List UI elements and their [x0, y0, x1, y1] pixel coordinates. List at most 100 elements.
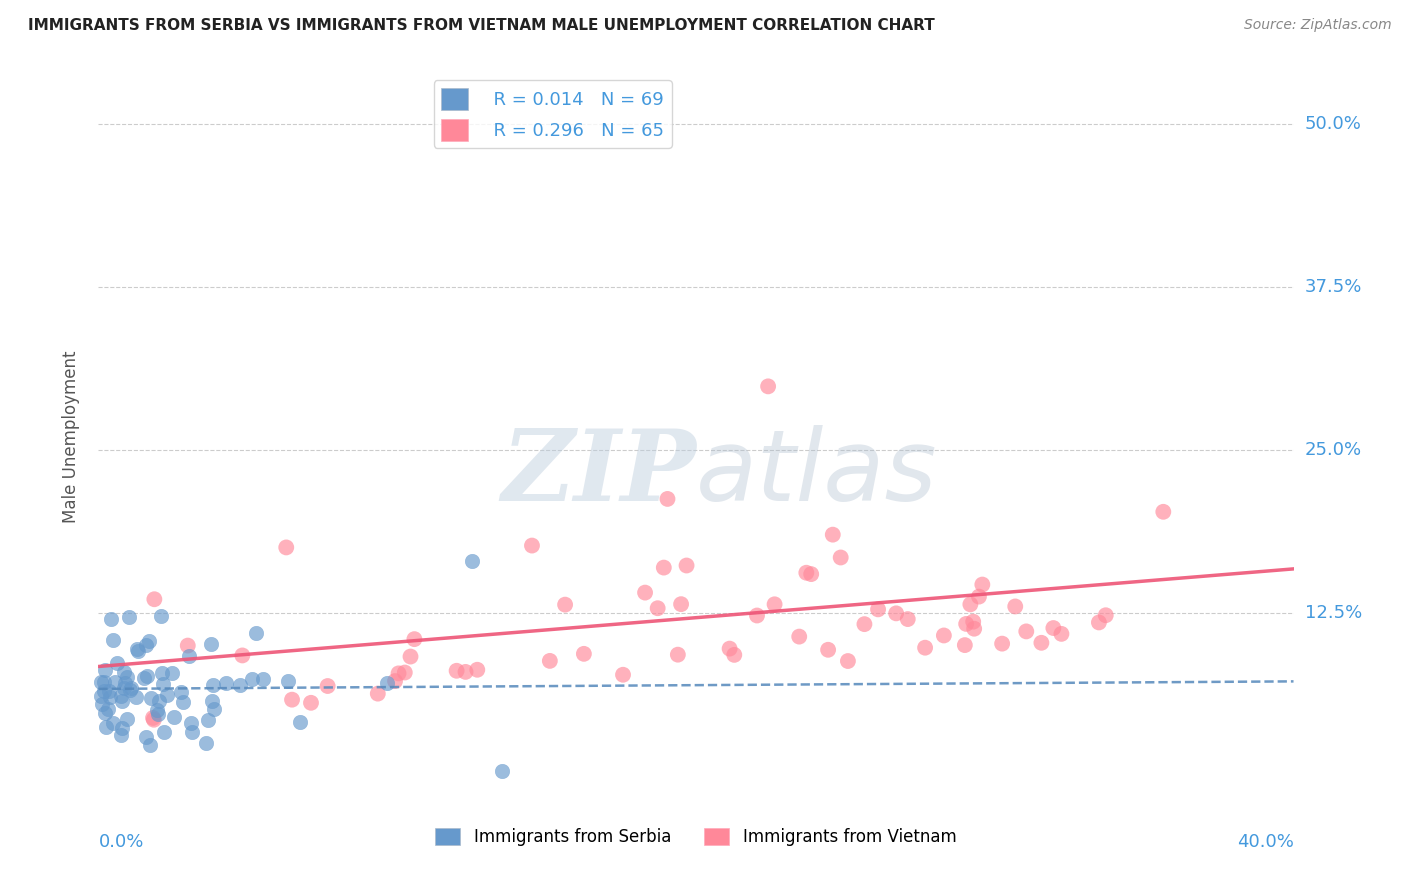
Point — [98, 684, 121, 698]
Point — [1015, 624, 1038, 639]
Text: 37.5%: 37.5% — [1305, 278, 1362, 296]
Point — [135, 638, 157, 652]
Point — [96, 720, 118, 734]
Text: Source: ZipAtlas.com: Source: ZipAtlas.com — [1244, 18, 1392, 32]
Point — [465, 663, 488, 677]
Point — [94, 663, 117, 677]
Point — [657, 491, 679, 506]
Point — [231, 648, 253, 663]
Text: 25.0%: 25.0% — [1305, 442, 1362, 459]
Point — [745, 608, 768, 623]
Point — [112, 665, 135, 679]
Point — [394, 665, 416, 680]
Point — [884, 607, 907, 621]
Point — [718, 641, 741, 656]
Point — [148, 706, 170, 721]
Text: 12.5%: 12.5% — [1305, 605, 1362, 623]
Point — [837, 654, 859, 668]
Point — [959, 598, 981, 612]
Point — [172, 695, 194, 709]
Point — [132, 671, 155, 685]
Point — [787, 630, 810, 644]
Point — [967, 590, 990, 604]
Point — [538, 654, 561, 668]
Point — [120, 683, 142, 698]
Point — [723, 648, 745, 662]
Point — [955, 616, 977, 631]
Point — [446, 664, 468, 678]
Point — [148, 694, 170, 708]
Point — [953, 638, 976, 652]
Point — [98, 690, 121, 705]
Point — [384, 674, 406, 689]
Point — [163, 710, 186, 724]
Point — [800, 567, 823, 582]
Point — [1004, 599, 1026, 614]
Point — [143, 592, 166, 607]
Point — [160, 665, 183, 680]
Point — [115, 670, 138, 684]
Point — [112, 681, 135, 695]
Point — [156, 688, 179, 702]
Point — [612, 667, 634, 681]
Point — [756, 379, 779, 393]
Point — [387, 666, 409, 681]
Point — [150, 666, 173, 681]
Point — [240, 672, 263, 686]
Legend: Immigrants from Serbia, Immigrants from Vietnam: Immigrants from Serbia, Immigrants from … — [429, 822, 963, 853]
Point — [127, 644, 149, 658]
Point — [367, 687, 389, 701]
Text: 40.0%: 40.0% — [1237, 833, 1294, 851]
Text: IMMIGRANTS FROM SERBIA VS IMMIGRANTS FROM VIETNAM MALE UNEMPLOYMENT CORRELATION : IMMIGRANTS FROM SERBIA VS IMMIGRANTS FRO… — [28, 18, 935, 33]
Point — [817, 642, 839, 657]
Point — [93, 706, 115, 721]
Point — [572, 647, 595, 661]
Point — [399, 649, 422, 664]
Point — [90, 674, 112, 689]
Point — [299, 696, 322, 710]
Point — [647, 601, 669, 615]
Point — [1042, 621, 1064, 635]
Point — [93, 674, 115, 689]
Point — [1031, 636, 1053, 650]
Point — [146, 704, 169, 718]
Point — [135, 668, 157, 682]
Point — [972, 577, 994, 591]
Point — [281, 692, 304, 706]
Point — [914, 640, 936, 655]
Point — [202, 678, 225, 692]
Point — [200, 694, 222, 708]
Point — [316, 679, 339, 693]
Point — [288, 715, 311, 730]
Point — [276, 541, 298, 555]
Point — [454, 665, 477, 679]
Point — [152, 676, 174, 690]
Text: atlas: atlas — [696, 425, 938, 522]
Point — [90, 689, 112, 703]
Point — [179, 648, 201, 663]
Point — [139, 690, 162, 705]
Point — [114, 676, 136, 690]
Point — [634, 585, 657, 599]
Text: 0.0%: 0.0% — [98, 833, 143, 851]
Point — [252, 673, 274, 687]
Point — [794, 566, 817, 580]
Point — [491, 764, 513, 779]
Point — [1050, 627, 1073, 641]
Text: ZIP: ZIP — [501, 425, 696, 522]
Point — [404, 632, 426, 647]
Point — [554, 598, 576, 612]
Point — [101, 715, 124, 730]
Point — [125, 641, 148, 656]
Point — [202, 702, 225, 716]
Point — [763, 597, 786, 611]
Point — [461, 554, 484, 568]
Point — [963, 622, 986, 636]
Point — [197, 714, 219, 728]
Point — [200, 637, 222, 651]
Point — [100, 612, 122, 626]
Point — [93, 684, 115, 698]
Point — [215, 676, 238, 690]
Point — [104, 675, 127, 690]
Point — [118, 609, 141, 624]
